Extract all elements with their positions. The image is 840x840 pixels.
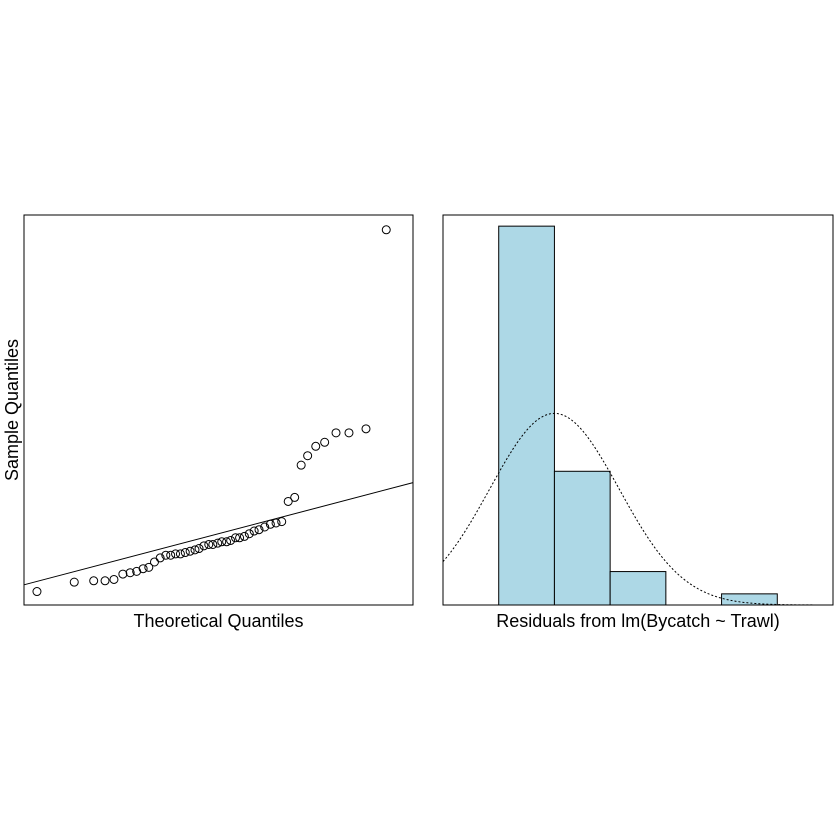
histogram-bar	[609, 571, 667, 606]
qq-point	[69, 577, 79, 587]
qq-point	[290, 492, 300, 502]
histogram-x-axis-title: Residuals from lm(Bycatch ~ Trawl)	[496, 611, 780, 631]
qq-point	[109, 574, 119, 584]
qq-point	[265, 519, 275, 529]
qq-point	[138, 564, 148, 574]
qq-point	[320, 437, 330, 447]
qq-point	[166, 550, 176, 560]
qq-point	[208, 539, 218, 549]
qq-point	[231, 533, 241, 543]
qq-point	[132, 566, 142, 576]
histogram-frame	[442, 214, 834, 606]
histogram-bar	[553, 470, 611, 606]
qq-point	[283, 496, 293, 506]
qq-point	[161, 550, 171, 560]
qq-plot-frame	[23, 214, 414, 606]
qq-point	[271, 518, 281, 528]
qq-point	[171, 549, 181, 559]
qq-point	[118, 569, 128, 579]
qq-point	[32, 587, 42, 597]
qq-point	[100, 576, 110, 586]
qq-x-axis-title: Theoretical Quantiles	[133, 611, 303, 631]
qq-point	[303, 451, 313, 461]
qq-point	[249, 526, 259, 536]
qq-point	[344, 428, 354, 438]
qq-point	[213, 538, 223, 548]
qq-reference-line	[23, 482, 414, 586]
qq-point	[204, 539, 214, 549]
qq-point	[239, 531, 249, 541]
qq-plot-panel: Theoretical Quantiles Sample Quantiles	[2, 214, 414, 631]
qq-point	[331, 428, 341, 438]
qq-point	[235, 533, 245, 543]
qq-point	[381, 225, 391, 235]
qq-point	[260, 522, 270, 532]
qq-point	[149, 557, 159, 567]
qq-point	[222, 537, 232, 547]
qq-point	[217, 537, 227, 547]
qq-point	[185, 546, 195, 556]
histogram-bar	[721, 593, 778, 606]
qq-point	[361, 424, 371, 434]
qq-point	[244, 529, 254, 539]
density-curve	[442, 412, 833, 606]
qq-point	[125, 568, 135, 578]
qq-point	[144, 562, 154, 572]
histogram-panel: Residuals from lm(Bycatch ~ Trawl)	[442, 214, 834, 631]
qq-point	[296, 460, 306, 470]
qq-point	[89, 576, 99, 586]
qq-point	[155, 553, 165, 563]
qq-point	[277, 517, 287, 527]
qq-point	[180, 548, 190, 558]
qq-point	[190, 545, 200, 555]
qq-point	[311, 441, 321, 451]
qq-point	[175, 549, 185, 559]
qq-point	[199, 541, 209, 551]
qq-point	[226, 535, 236, 545]
qq-point	[254, 525, 264, 535]
qq-point	[194, 544, 204, 554]
histogram-bar	[498, 225, 555, 606]
qq-y-axis-title: Sample Quantiles	[2, 339, 22, 481]
